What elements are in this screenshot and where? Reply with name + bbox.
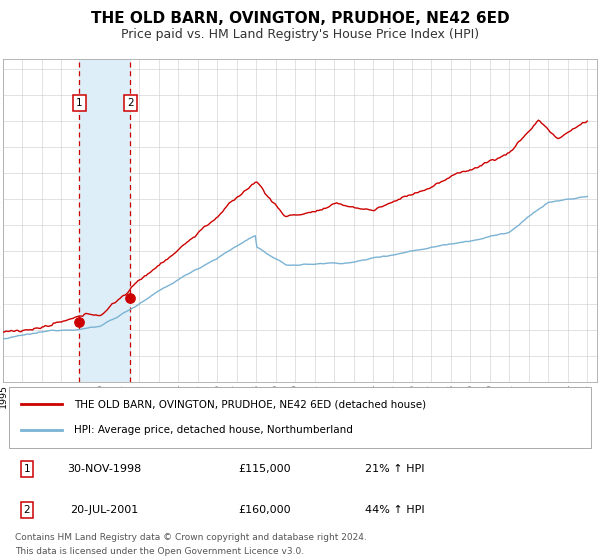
Text: 2: 2 bbox=[23, 505, 30, 515]
Text: 1: 1 bbox=[76, 98, 83, 108]
Point bbox=[74, 318, 84, 326]
Text: Contains HM Land Registry data © Crown copyright and database right 2024.: Contains HM Land Registry data © Crown c… bbox=[15, 533, 367, 543]
Text: £160,000: £160,000 bbox=[238, 505, 290, 515]
Text: 2: 2 bbox=[127, 98, 134, 108]
Text: Price paid vs. HM Land Registry's House Price Index (HPI): Price paid vs. HM Land Registry's House … bbox=[121, 28, 479, 41]
Text: HPI: Average price, detached house, Northumberland: HPI: Average price, detached house, Nort… bbox=[74, 425, 353, 435]
Text: 21% ↑ HPI: 21% ↑ HPI bbox=[365, 464, 425, 474]
Text: This data is licensed under the Open Government Licence v3.0.: This data is licensed under the Open Gov… bbox=[15, 548, 304, 557]
Text: 44% ↑ HPI: 44% ↑ HPI bbox=[365, 505, 425, 515]
FancyBboxPatch shape bbox=[9, 387, 591, 449]
Bar bbox=[79, 59, 130, 381]
Text: THE OLD BARN, OVINGTON, PRUDHOE, NE42 6ED: THE OLD BARN, OVINGTON, PRUDHOE, NE42 6E… bbox=[91, 11, 509, 26]
Point bbox=[125, 294, 135, 303]
Text: 30-NOV-1998: 30-NOV-1998 bbox=[67, 464, 141, 474]
Text: £115,000: £115,000 bbox=[238, 464, 290, 474]
Text: 1: 1 bbox=[23, 464, 30, 474]
Text: THE OLD BARN, OVINGTON, PRUDHOE, NE42 6ED (detached house): THE OLD BARN, OVINGTON, PRUDHOE, NE42 6E… bbox=[74, 399, 427, 409]
Text: 20-JUL-2001: 20-JUL-2001 bbox=[70, 505, 138, 515]
